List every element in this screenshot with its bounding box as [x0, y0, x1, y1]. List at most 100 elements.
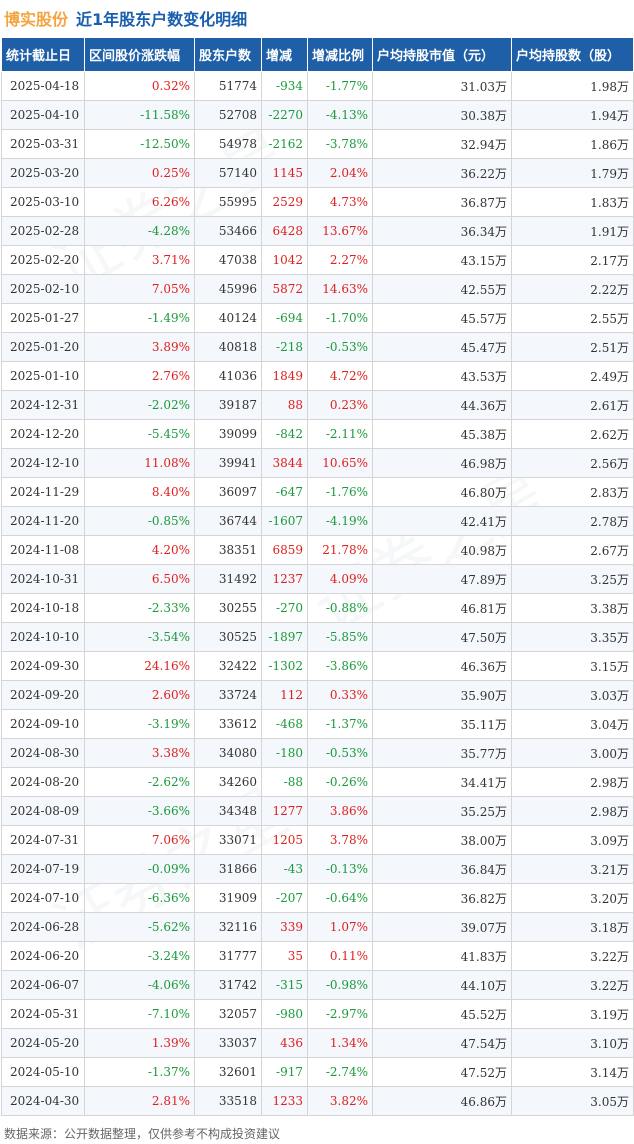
table-cell: 46.81万: [372, 593, 512, 623]
table-cell: 39187: [194, 390, 262, 420]
table-cell: 31492: [194, 564, 262, 594]
table-cell: 45.38万: [372, 419, 512, 449]
table-cell: -12.50%: [84, 129, 195, 159]
table-cell: -3.24%: [84, 941, 195, 971]
column-header: 区间股价涨跌幅: [84, 37, 195, 72]
table-cell: 2025-02-10: [1, 274, 85, 304]
table-cell: 3.89%: [84, 332, 195, 362]
table-cell: 2024-12-31: [1, 390, 85, 420]
table-cell: 0.23%: [307, 390, 373, 420]
table-cell: 2024-06-28: [1, 912, 85, 942]
table-row: 2024-09-20 2.60% 33724 112 0.33% 35.90万 3.03万: [1, 680, 634, 710]
table-cell: 112: [261, 680, 308, 710]
table-cell: 3.00万: [511, 738, 634, 768]
table-cell: 35.25万: [372, 796, 512, 826]
table-row: 2024-05-20 1.39% 33037 436 1.34% 47.54万 3.10万: [1, 1028, 634, 1058]
table-cell: 2.17万: [511, 245, 634, 275]
table-cell: 33037: [194, 1028, 262, 1058]
table-cell: 88: [261, 390, 308, 420]
table-cell: 2024-06-20: [1, 941, 85, 971]
table-cell: 31909: [194, 883, 262, 913]
table-cell: -3.66%: [84, 796, 195, 826]
table-cell: 3.35万: [511, 622, 634, 652]
table-cell: 2.60%: [84, 680, 195, 710]
table-cell: -980: [261, 999, 308, 1029]
table-cell: 3.09万: [511, 825, 634, 855]
table-cell: 2024-10-31: [1, 564, 85, 594]
table-cell: -842: [261, 419, 308, 449]
table-cell: 13.67%: [307, 216, 373, 246]
table-cell: 32057: [194, 999, 262, 1029]
table-cell: 46.98万: [372, 448, 512, 478]
table-cell: 2024-11-08: [1, 535, 85, 565]
table-cell: 2025-01-27: [1, 303, 85, 333]
table-row: 2024-06-20 -3.24% 31777 35 0.11% 41.83万 3.22万: [1, 941, 634, 971]
table-cell: 42.55万: [372, 274, 512, 304]
table-cell: 31777: [194, 941, 262, 971]
table-cell: 5872: [261, 274, 308, 304]
shareholder-table: 统计截止日 区间股价涨跌幅 股东户数 增减 增减比例 户均持股市值（元） 户均持股数（股） …: [1, 37, 634, 1116]
table-cell: -1.77%: [307, 71, 373, 101]
table-cell: 0.11%: [307, 941, 373, 971]
table-cell: 41036: [194, 361, 262, 391]
table-cell: 31866: [194, 854, 262, 884]
table-cell: 6859: [261, 535, 308, 565]
table-cell: 36.82万: [372, 883, 512, 913]
table-cell: 42.41万: [372, 506, 512, 536]
table-cell: -5.62%: [84, 912, 195, 942]
table-cell: 2024-05-31: [1, 999, 85, 1029]
table-cell: 1.86万: [511, 129, 634, 159]
column-header: 增减: [261, 37, 308, 72]
table-row: 2024-11-20 -0.85% 36744 -1607 -4.19% 42.41万 2.…: [1, 506, 634, 536]
table-cell: 32.94万: [372, 129, 512, 159]
table-row: 2024-08-30 3.38% 34080 -180 -0.53% 35.77万 3.00…: [1, 738, 634, 768]
table-cell: 24.16%: [84, 651, 195, 681]
table-cell: 2024-11-20: [1, 506, 85, 536]
table-cell: -1.37%: [307, 709, 373, 739]
table-cell: -270: [261, 593, 308, 623]
table-row: 2025-02-28 -4.28% 53466 6428 13.67% 36.34万 1.9…: [1, 216, 634, 246]
table-cell: 6.50%: [84, 564, 195, 594]
table-cell: 40124: [194, 303, 262, 333]
table-cell: 32422: [194, 651, 262, 681]
table-row: 2024-12-10 11.08% 39941 3844 10.65% 46.98万 2.5…: [1, 448, 634, 478]
table-cell: -0.98%: [307, 970, 373, 1000]
table-cell: 43.53万: [372, 361, 512, 391]
table-cell: 2.49万: [511, 361, 634, 391]
table-cell: -207: [261, 883, 308, 913]
table-cell: 2025-04-10: [1, 100, 85, 130]
table-cell: 1.39%: [84, 1028, 195, 1058]
table-cell: 2024-09-30: [1, 651, 85, 681]
table-cell: 1233: [261, 1086, 308, 1116]
table-cell: 2024-12-20: [1, 419, 85, 449]
table-cell: 3.15万: [511, 651, 634, 681]
table-cell: -694: [261, 303, 308, 333]
table-cell: 32116: [194, 912, 262, 942]
table-cell: 30255: [194, 593, 262, 623]
table-cell: -3.19%: [84, 709, 195, 739]
table-row: 2024-08-20 -2.62% 34260 -88 -0.26% 34.41万 2.98…: [1, 767, 634, 797]
table-cell: 1277: [261, 796, 308, 826]
table-cell: -0.09%: [84, 854, 195, 884]
table-cell: 3.18万: [511, 912, 634, 942]
table-cell: 39099: [194, 419, 262, 449]
table-cell: 2024-08-09: [1, 796, 85, 826]
table-row: 2025-01-10 2.76% 41036 1849 4.72% 43.53万 2.49万: [1, 361, 634, 391]
table-cell: 2.67万: [511, 535, 634, 565]
table-cell: 0.25%: [84, 158, 195, 188]
table-cell: -218: [261, 332, 308, 362]
table-row: 2024-05-31 -7.10% 32057 -980 -2.97% 45.52万 3.1…: [1, 999, 634, 1029]
table-cell: -647: [261, 477, 308, 507]
table-row: 2025-02-20 3.71% 47038 1042 2.27% 43.15万 2.17万: [1, 245, 634, 275]
table-cell: 44.10万: [372, 970, 512, 1000]
table-cell: 39941: [194, 448, 262, 478]
table-cell: 4.73%: [307, 187, 373, 217]
table-cell: 6428: [261, 216, 308, 246]
table-cell: 34348: [194, 796, 262, 826]
table-cell: 2.04%: [307, 158, 373, 188]
table-row: 2025-02-10 7.05% 45996 5872 14.63% 42.55万 2.22…: [1, 274, 634, 304]
table-cell: 1042: [261, 245, 308, 275]
table-cell: -180: [261, 738, 308, 768]
table-cell: 36.87万: [372, 187, 512, 217]
table-row: 2024-08-09 -3.66% 34348 1277 3.86% 35.25万 2.98…: [1, 796, 634, 826]
